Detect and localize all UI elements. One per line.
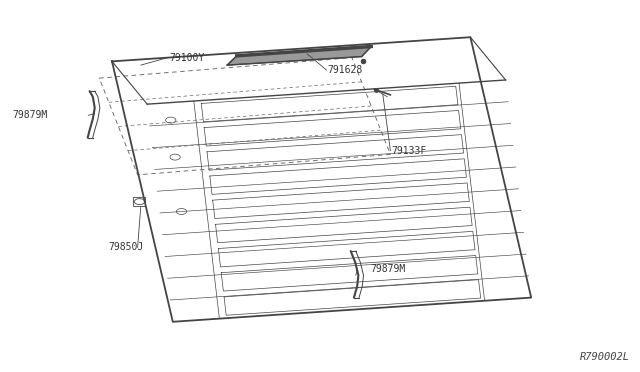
Text: 79850J: 79850J [109, 243, 144, 252]
Polygon shape [227, 46, 371, 65]
Text: R790002L: R790002L [580, 352, 630, 362]
Text: 79133F: 79133F [392, 146, 427, 155]
Text: 791628: 791628 [328, 65, 363, 75]
Text: 79100Y: 79100Y [169, 53, 204, 62]
Text: 79879M: 79879M [370, 264, 405, 273]
Text: 79879M: 79879M [13, 110, 48, 119]
